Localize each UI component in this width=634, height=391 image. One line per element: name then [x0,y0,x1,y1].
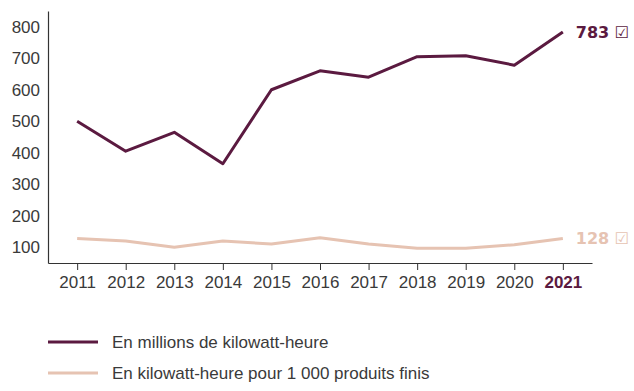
x-tick-mark [77,263,78,270]
x-tick: 2014 [204,263,242,292]
legend-label: En kilowatt-heure pour 1 000 produits fi… [112,364,430,383]
x-tick-mark [369,263,370,270]
x-tick-label: 2018 [399,273,437,292]
y-tick: 200 [12,207,48,226]
legend-label: En millions de kilowatt-heure [112,333,328,352]
x-tick-mark [563,263,564,270]
y-tick: 500 [12,112,48,131]
x-tick-label: 2017 [350,273,388,292]
chart-container: 100 200 300 400 500 600 700 800 2011 2012 2013 2014… [0,0,634,391]
legend: En millions de kilowatt-heure En kilowatt… [48,333,430,383]
x-tick: 2012 [107,263,145,292]
lines [77,32,563,248]
x-tick: 2020 [496,263,534,292]
x-tick: 2015 [253,263,291,292]
legend-item: En millions de kilowatt-heure [48,333,328,352]
y-tick-label: 700 [12,49,40,68]
x-tick: 2021 [544,263,582,292]
x-tick-mark [174,263,175,270]
x-tick: 2019 [447,263,485,292]
x-tick: 2011 [59,263,96,292]
value-labels: 783 ☑ 128 ☑ [576,23,629,248]
series-line [77,32,563,164]
x-tick: 2018 [399,263,437,292]
x-tick-label: 2021 [544,273,582,292]
y-tick-label: 500 [12,112,40,131]
x-tick-label: 2012 [107,273,145,292]
x-tick-mark [320,263,321,270]
x-tick: 2017 [350,263,388,292]
x-tick-mark [417,263,418,270]
y-axis: 100 200 300 400 500 600 700 800 [12,12,49,264]
y-tick: 600 [12,81,48,100]
y-tick-label: 300 [12,175,40,194]
legend-item: En kilowatt-heure pour 1 000 produits fi… [48,364,430,383]
chart-svg: 100 200 300 400 500 600 700 800 2011 2012 2013 2014… [0,0,634,391]
x-tick-label: 2020 [496,273,534,292]
x-tick-label: 2011 [59,273,96,292]
x-tick-mark [271,263,272,270]
y-axis-line [48,12,49,264]
y-tick-label: 200 [12,207,40,226]
x-tick-label: 2015 [253,273,291,292]
value-label: 783 ☑ [576,23,629,42]
x-axis: 2011 2012 2013 2014 2015 2016 2017 2018 2019 2020… [49,263,593,292]
x-tick-mark [514,263,515,270]
x-tick-mark [126,263,127,270]
y-tick: 700 [12,49,48,68]
x-tick: 2016 [302,263,340,292]
x-tick-mark [223,263,224,270]
x-tick-mark [466,263,467,270]
series-line [77,238,563,248]
y-tick-label: 600 [12,81,40,100]
y-tick: 400 [12,144,48,163]
value-label: 128 ☑ [576,229,629,248]
x-tick: 2013 [156,263,194,292]
legend-swatch [48,341,98,344]
y-tick: 100 [12,238,48,257]
y-tick-label: 100 [12,238,40,257]
x-tick-label: 2016 [302,273,340,292]
y-tick: 300 [12,175,48,194]
y-tick: 800 [12,18,48,37]
y-tick-label: 800 [12,18,40,37]
legend-swatch [48,372,98,375]
x-tick-label: 2014 [204,273,242,292]
y-tick-label: 400 [12,144,40,163]
x-tick-label: 2019 [447,273,485,292]
x-tick-label: 2013 [156,273,194,292]
